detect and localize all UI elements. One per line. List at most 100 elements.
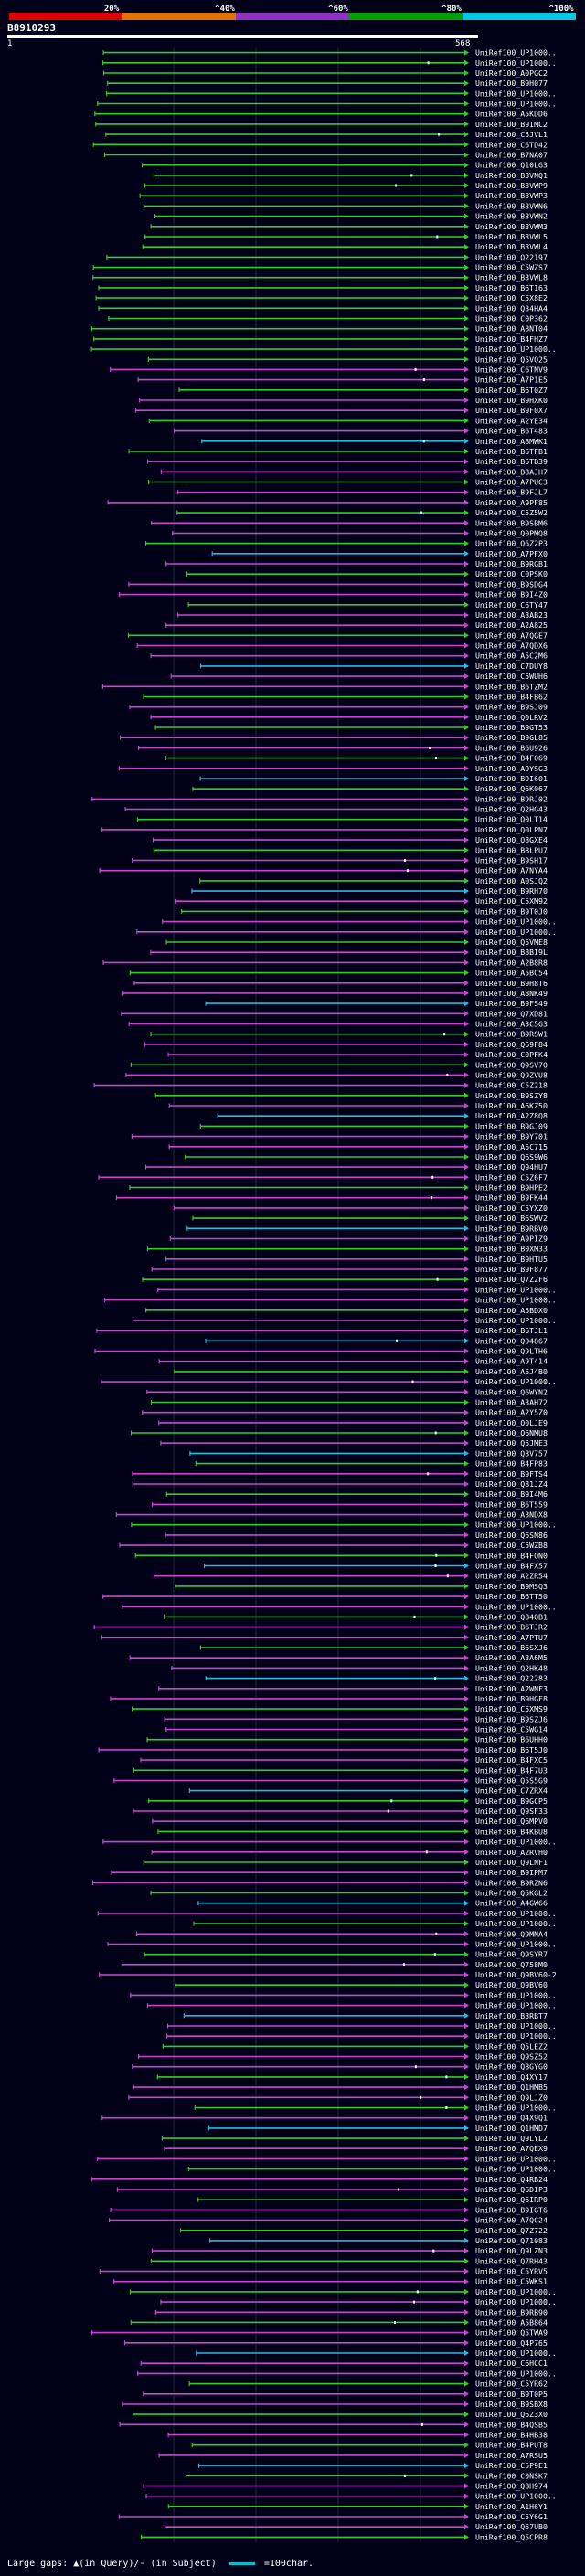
hit-label[interactable]: UniRef100_B9SBM6 (475, 518, 548, 527)
hit-label[interactable]: UniRef100_B9SH17 (475, 856, 548, 865)
hit-label[interactable]: UniRef100_UP1000.. (475, 100, 557, 109)
hit-label[interactable]: UniRef100_B3VWM3 (475, 222, 548, 231)
hit-label[interactable]: UniRef100_B9RBV0 (475, 1224, 548, 1233)
hit-label[interactable]: UniRef100_B9FK44 (475, 1193, 548, 1203)
hit-label[interactable]: UniRef100_Q8GXE4 (475, 835, 548, 844)
hit-label[interactable]: UniRef100_Q6NMU8 (475, 1428, 548, 1437)
hit-label[interactable]: UniRef100_C5YRV5 (475, 2267, 548, 2276)
hit-label[interactable]: UniRef100_A3NDX8 (475, 1511, 548, 1520)
hit-label[interactable]: UniRef100_C6TNV9 (475, 365, 548, 374)
hit-label[interactable]: UniRef100_B6TJL1 (475, 1326, 548, 1335)
hit-label[interactable]: UniRef100_B3VWN2 (475, 212, 548, 221)
hit-label[interactable]: UniRef100_C6TY47 (475, 600, 548, 610)
hit-label[interactable]: UniRef100_Q4XY17 (475, 2072, 548, 2082)
hit-label[interactable]: UniRef100_Q0LRV2 (475, 713, 548, 722)
hit-label[interactable]: UniRef100_B3VWL8 (475, 273, 548, 282)
hit-label[interactable]: UniRef100_B4KBU8 (475, 1827, 548, 1836)
hit-label[interactable]: UniRef100_C5X8E2 (475, 293, 548, 302)
hit-label[interactable]: UniRef100_Q758M0 (475, 1960, 548, 1969)
hit-label[interactable]: UniRef100_B6TJR2 (475, 1623, 548, 1632)
hit-label[interactable]: UniRef100_UP1000.. (475, 917, 557, 927)
hit-label[interactable]: UniRef100_Q7RH43 (475, 2256, 548, 2265)
hit-label[interactable]: UniRef100_A2A825 (475, 620, 548, 630)
hit-label[interactable]: UniRef100_C5Z5W2 (475, 508, 548, 517)
hit-label[interactable]: UniRef100_Q9ZVU8 (475, 1070, 548, 1079)
hit-label[interactable]: UniRef100_UP1000.. (475, 345, 557, 354)
hit-label[interactable]: UniRef100_Q4RB24 (475, 2175, 548, 2184)
hit-label[interactable]: UniRef100_B9RGB1 (475, 559, 548, 568)
hit-label[interactable]: UniRef100_A0SJQ2 (475, 876, 548, 885)
hit-label[interactable]: UniRef100_UP1000.. (475, 89, 557, 98)
hit-label[interactable]: UniRef100_B4FQN0 (475, 1551, 548, 1560)
hit-label[interactable]: UniRef100_A3A6M5 (475, 1653, 548, 1662)
hit-label[interactable]: UniRef100_Q9LNF1 (475, 1858, 548, 1867)
hit-label[interactable]: UniRef100_B9T0J0 (475, 906, 548, 916)
hit-label[interactable]: UniRef100_A7QGE7 (475, 631, 548, 640)
hit-label[interactable]: UniRef100_A2YE34 (475, 416, 548, 425)
hit-label[interactable]: UniRef100_B9IMC2 (475, 120, 548, 129)
hit-label[interactable]: UniRef100_B9SZY8 (475, 1091, 548, 1100)
hit-label[interactable]: UniRef100_A1H6Y1 (475, 2502, 548, 2511)
hit-label[interactable]: UniRef100_Q9LYL2 (475, 2134, 548, 2143)
hit-label[interactable]: UniRef100_B6TB39 (475, 457, 548, 466)
hit-label[interactable]: UniRef100_B9F0X7 (475, 406, 548, 415)
hit-label[interactable]: UniRef100_Q0LT14 (475, 815, 548, 824)
hit-label[interactable]: UniRef100_A2B8R8 (475, 958, 548, 967)
hit-label[interactable]: UniRef100_B8BI9L (475, 948, 548, 957)
hit-label[interactable]: UniRef100_A4GW66 (475, 1899, 548, 1908)
hit-label[interactable]: UniRef100_B9GT53 (475, 723, 548, 732)
hit-label[interactable]: UniRef100_Q71083 (475, 2236, 548, 2245)
hit-label[interactable]: UniRef100_A7P1E5 (475, 376, 548, 385)
hit-label[interactable]: UniRef100_UP1000.. (475, 1377, 557, 1386)
hit-label[interactable]: UniRef100_A7PUC3 (475, 478, 548, 487)
hit-label[interactable]: UniRef100_C5P9E1 (475, 2461, 548, 2470)
hit-label[interactable]: UniRef100_B9HXK0 (475, 396, 548, 405)
hit-label[interactable]: UniRef100_B9RJ02 (475, 794, 548, 803)
hit-label[interactable]: UniRef100_Q6S9W6 (475, 1152, 548, 1161)
hit-label[interactable]: UniRef100_B9F877 (475, 1265, 548, 1274)
hit-label[interactable]: UniRef100_Q5JME3 (475, 1438, 548, 1447)
hit-label[interactable]: UniRef100_UP1000.. (475, 48, 557, 58)
hit-label[interactable]: UniRef100_B8LPU7 (475, 845, 548, 854)
hit-label[interactable]: UniRef100_Q6DIP3 (475, 2185, 548, 2194)
hit-label[interactable]: UniRef100_UP1000.. (475, 2297, 557, 2306)
hit-label[interactable]: UniRef100_B3VWL4 (475, 242, 548, 251)
hit-label[interactable]: UniRef100_B4HB38 (475, 2431, 548, 2440)
hit-label[interactable]: UniRef100_B9RSW1 (475, 1030, 548, 1039)
hit-label[interactable]: UniRef100_C5YR62 (475, 2380, 548, 2389)
hit-label[interactable]: UniRef100_B8AJH7 (475, 467, 548, 476)
hit-label[interactable]: UniRef100_B7NA07 (475, 151, 548, 160)
hit-label[interactable]: UniRef100_UP1000.. (475, 1296, 557, 1305)
hit-label[interactable]: UniRef100_C5JVL1 (475, 130, 548, 139)
hit-label[interactable]: UniRef100_B9IGT6 (475, 2205, 548, 2214)
hit-label[interactable]: UniRef100_B9Y701 (475, 1132, 548, 1141)
hit-label[interactable]: UniRef100_Q7Z2F6 (475, 1275, 548, 1284)
hit-label[interactable]: UniRef100_C5Z218 (475, 1081, 548, 1090)
hit-label[interactable]: UniRef100_Q1HMD7 (475, 2124, 548, 2133)
hit-label[interactable]: UniRef100_B9RB90 (475, 2307, 548, 2316)
hit-label[interactable]: UniRef100_Q9SZ52 (475, 2052, 548, 2062)
hit-label[interactable]: UniRef100_Q94HU7 (475, 1162, 548, 1171)
hit-label[interactable]: UniRef100_C0NSK7 (475, 2471, 548, 2480)
hit-label[interactable]: UniRef100_B9FS49 (475, 999, 548, 1008)
hit-label[interactable]: UniRef100_B6T483 (475, 427, 548, 436)
hit-label[interactable]: UniRef100_C5WZB8 (475, 1541, 548, 1550)
hit-label[interactable]: UniRef100_Q6MPV0 (475, 1817, 548, 1826)
hit-label[interactable]: UniRef100_UP1000.. (475, 1285, 557, 1294)
hit-label[interactable]: UniRef100_B4F7U3 (475, 1765, 548, 1775)
hit-label[interactable]: UniRef100_B6TT50 (475, 1592, 548, 1601)
hit-label[interactable]: UniRef100_Q0LJE9 (475, 1418, 548, 1427)
hit-label[interactable]: UniRef100_C0P362 (475, 314, 548, 323)
hit-label[interactable]: UniRef100_B9HGF8 (475, 1694, 548, 1703)
hit-label[interactable]: UniRef100_A7PTU7 (475, 1633, 548, 1642)
hit-label[interactable]: UniRef100_B9SDG4 (475, 579, 548, 588)
hit-label[interactable]: UniRef100_A7PFX0 (475, 549, 548, 558)
hit-label[interactable]: UniRef100_UP1000.. (475, 2492, 557, 2501)
hit-label[interactable]: UniRef100_A6KZ50 (475, 1101, 548, 1110)
hit-label[interactable]: UniRef100_B6SWV2 (475, 1214, 548, 1223)
hit-label[interactable]: UniRef100_B6UHH0 (475, 1735, 548, 1744)
hit-label[interactable]: UniRef100_Q5VME8 (475, 938, 548, 947)
hit-label[interactable]: UniRef100_Q9SF33 (475, 1807, 548, 1816)
hit-label[interactable]: UniRef100_A2RVH0 (475, 1848, 548, 1857)
hit-label[interactable]: UniRef100_B4PUT8 (475, 2441, 548, 2450)
